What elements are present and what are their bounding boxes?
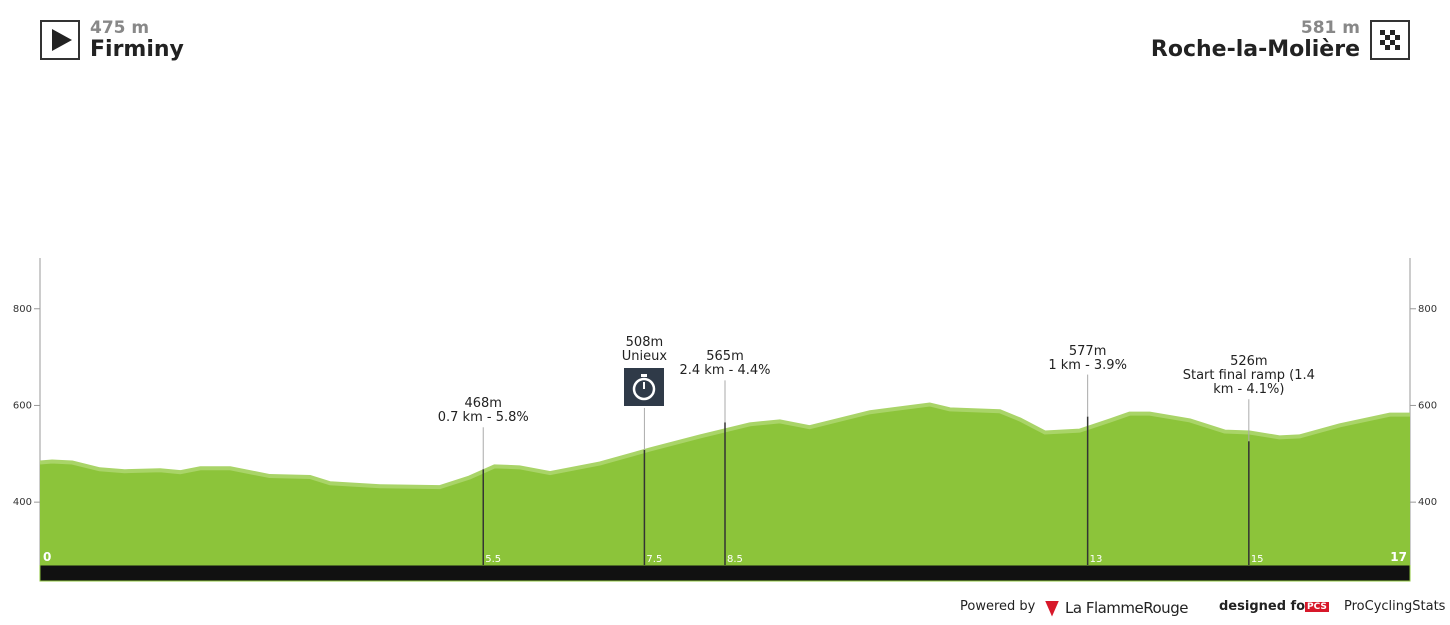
- marker-text: 2.4 km - 4.4%: [679, 363, 771, 379]
- marker-elevation: 508m: [625, 334, 664, 350]
- start-name: Firminy: [90, 37, 184, 62]
- y-tick-label: 800: [13, 304, 32, 315]
- finish-flag: [1380, 30, 1400, 50]
- marker-elevation: 577m: [1068, 343, 1107, 359]
- designed-for: designed for: [1219, 599, 1312, 614]
- start-arrow: [52, 29, 72, 51]
- marker-label: 468m 0.7 km - 5.8%: [413, 397, 553, 425]
- powered-by: Powered by: [960, 599, 1036, 614]
- checker-square: [1395, 35, 1400, 40]
- marker-label: 577m 1 km - 3.9%: [1018, 343, 1158, 373]
- checker-square: [1380, 40, 1385, 45]
- marker-label: 526m Start final ramp (1.4 km - 4.1%): [1179, 355, 1319, 397]
- finish-elevation: 581 m: [1300, 18, 1360, 38]
- y-tick-label: 400: [13, 497, 32, 508]
- checker-square: [1385, 45, 1390, 50]
- brand: La FlammeRouge: [1045, 599, 1188, 617]
- marker-label: 508m Unieux: [574, 334, 714, 406]
- checker-square: [1385, 35, 1390, 40]
- y-tick-label: 800: [1418, 304, 1437, 315]
- marker-elevation: 526m: [1230, 354, 1268, 370]
- marker-km: 15: [1251, 554, 1264, 565]
- brand-name: La FlammeRouge: [1065, 599, 1188, 617]
- marker-text: Unieux: [621, 348, 668, 364]
- marker-label: 565m 2.4 km - 4.4%: [655, 350, 795, 378]
- checker-square: [1395, 45, 1400, 50]
- finish-icon: [1370, 20, 1410, 60]
- x-tick-label: 0: [43, 550, 51, 564]
- checker-square: [1390, 30, 1395, 35]
- start-elevation: 475 m: [90, 18, 150, 38]
- sprint-icon: [624, 367, 665, 406]
- y-tick-label: 600: [13, 400, 32, 411]
- marker-elevation: 565m: [706, 349, 744, 365]
- start-icon: [40, 20, 80, 60]
- road-bar: [39, 564, 1411, 582]
- finish-name: Roche-la-Molière: [1150, 37, 1360, 62]
- x-tick-label: 17: [1390, 550, 1407, 564]
- marker-text: 1 km - 3.9%: [1048, 357, 1127, 373]
- marker-text: Start final ramp (1.4 km - 4.1%): [1182, 368, 1315, 398]
- marker-text: 0.7 km - 5.8%: [437, 410, 529, 426]
- marker-km: 13: [1090, 554, 1103, 565]
- marker-elevation: 468m: [464, 396, 502, 412]
- marker-km: 5.5: [485, 554, 501, 565]
- pcs-logo: PCS: [1305, 602, 1329, 612]
- marker-km: 7.5: [646, 554, 662, 565]
- y-tick-label: 400: [1418, 497, 1437, 508]
- stopwatch: [633, 373, 656, 401]
- elevation-highlight: [39, 402, 1410, 490]
- checker-square: [1390, 40, 1395, 45]
- y-tick-label: 600: [1418, 400, 1437, 411]
- marker-km: 8.5: [727, 554, 743, 565]
- checker-square: [1380, 30, 1385, 35]
- site-name: ProCyclingStats: [1344, 599, 1446, 614]
